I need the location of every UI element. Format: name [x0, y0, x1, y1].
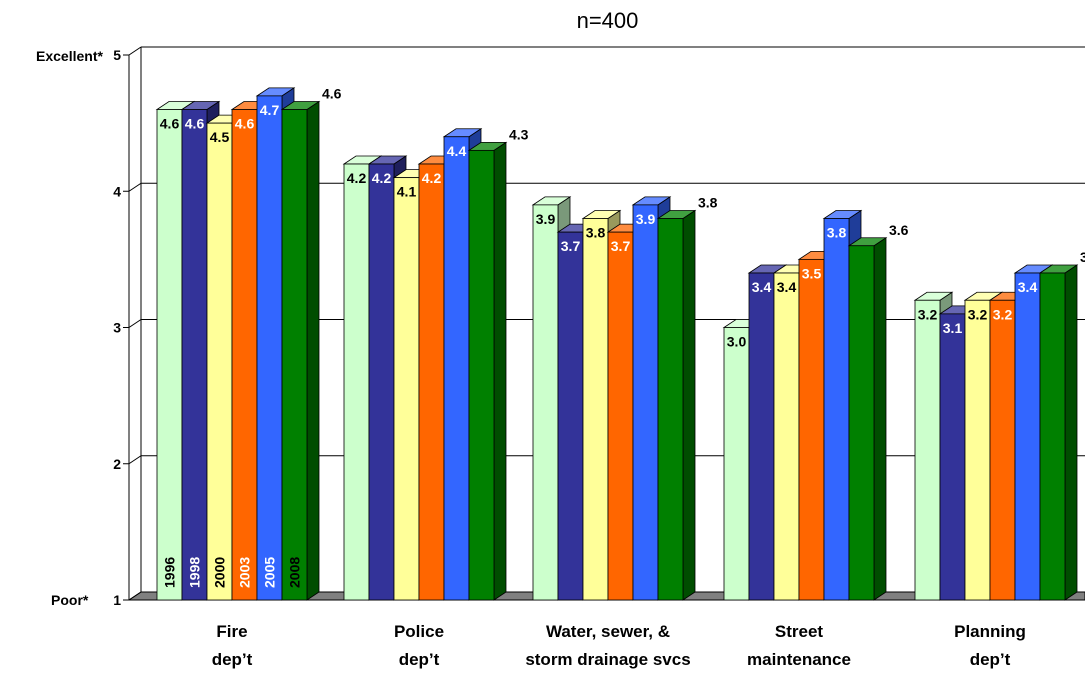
- bar-2000-2: [582, 218, 609, 601]
- y-bottom-label: Poor*: [51, 592, 89, 608]
- x-category-label: Police dep’t: [393, 622, 445, 669]
- bar-2008-0: [281, 109, 308, 601]
- data-label: 4.3: [509, 126, 529, 142]
- bar-side: [682, 209, 696, 601]
- y-tick-depth: [128, 455, 142, 465]
- data-label: 3.2: [993, 306, 1013, 322]
- data-label: 3.5: [802, 265, 822, 281]
- legend-label-2003: 2003: [237, 557, 253, 588]
- y-tick-label: 2: [113, 456, 121, 472]
- bar-2005-4: [1014, 272, 1041, 601]
- data-label: 3.7: [561, 238, 581, 254]
- data-label: 3.8: [698, 195, 718, 211]
- bar-2005-0: [256, 95, 283, 601]
- legend-label-1996: 1996: [162, 557, 178, 588]
- bar-1998-1: [368, 163, 395, 601]
- data-label: 3.2: [968, 306, 988, 322]
- bar-2008-3: [848, 245, 875, 601]
- x-category-label: Planning dep’t: [954, 622, 1026, 669]
- bar-1996-4: [914, 299, 941, 601]
- y-tick-depth: [128, 591, 142, 601]
- data-label: 3.4: [752, 279, 772, 295]
- data-label: 3.7: [611, 238, 631, 254]
- bar-2005-2: [632, 204, 659, 601]
- data-label: 3.9: [636, 211, 656, 227]
- x-category-label: Street maintenance: [747, 622, 851, 669]
- chart-subtitle: n=400: [576, 8, 639, 33]
- data-label: 4.4: [447, 143, 467, 159]
- bar-2008-1: [468, 149, 495, 601]
- x-category-label: Fire dep’t: [211, 622, 253, 669]
- data-label: 4.1: [397, 184, 417, 200]
- bar-2000-1: [393, 177, 420, 601]
- legend-label-1998: 1998: [187, 557, 203, 588]
- x-category-label: Water, sewer, & storm drainage svcs: [525, 622, 691, 669]
- data-label: 3.9: [536, 211, 556, 227]
- bar-1998-2: [557, 231, 584, 601]
- bar-side: [1064, 264, 1078, 601]
- y-tick-depth: [128, 182, 142, 192]
- bar-2003-0: [231, 109, 258, 601]
- y-top-label: Excellent*: [36, 48, 103, 64]
- y-tick-label: 4: [113, 183, 121, 199]
- bar-1998-0: [181, 109, 208, 601]
- data-label: 4.6: [235, 116, 255, 132]
- data-label: 3.1: [943, 320, 963, 336]
- bar-2005-3: [823, 218, 850, 601]
- bar-side: [873, 237, 887, 601]
- bar-2003-4: [989, 299, 1016, 601]
- data-label: 4.7: [260, 102, 280, 118]
- data-label: 3.4: [1018, 279, 1038, 295]
- data-label: 4.5: [210, 129, 230, 145]
- bar-2000-4: [964, 299, 991, 601]
- bar-1996-1: [343, 163, 370, 601]
- data-label: 4.6: [322, 86, 342, 102]
- data-label: 4.2: [422, 170, 442, 186]
- data-label: 3.4: [777, 279, 797, 295]
- bar-1998-4: [939, 313, 966, 601]
- bar-2008-4: [1039, 272, 1066, 601]
- y-tick-label: 3: [113, 320, 121, 336]
- bar-2003-1: [418, 163, 445, 601]
- data-label: 3.6: [889, 222, 909, 238]
- data-label: 3.4: [1080, 249, 1085, 265]
- legend-label-2008: 2008: [287, 557, 303, 588]
- data-label: 3.8: [827, 225, 847, 241]
- data-label: 3.8: [586, 225, 606, 241]
- bar-2000-3: [773, 272, 800, 601]
- bar-2000-0: [206, 122, 233, 601]
- bar-side: [493, 141, 507, 601]
- bar-2008-2: [657, 218, 684, 601]
- bar-1996-2: [532, 204, 559, 601]
- bar-2003-2: [607, 231, 634, 601]
- data-label: 3.2: [918, 306, 938, 322]
- legend-label-2000: 2000: [212, 557, 228, 588]
- legend-label-2005: 2005: [262, 557, 278, 588]
- data-label: 3.0: [727, 334, 747, 350]
- data-label: 4.6: [185, 116, 205, 132]
- bar-2003-3: [798, 258, 825, 601]
- data-label: 4.2: [372, 170, 392, 186]
- y-tick-label: 5: [113, 47, 121, 63]
- bar-1998-3: [748, 272, 775, 601]
- y-tick-depth: [128, 46, 142, 56]
- bar-1996-0: [156, 109, 183, 601]
- bar-2005-1: [443, 136, 470, 601]
- data-label: 4.2: [347, 170, 367, 186]
- data-label: 4.6: [160, 116, 180, 132]
- bar-1996-3: [723, 327, 750, 601]
- y-tick-depth: [128, 319, 142, 328]
- y-tick-label: 1: [113, 592, 121, 608]
- bar-side: [306, 100, 320, 601]
